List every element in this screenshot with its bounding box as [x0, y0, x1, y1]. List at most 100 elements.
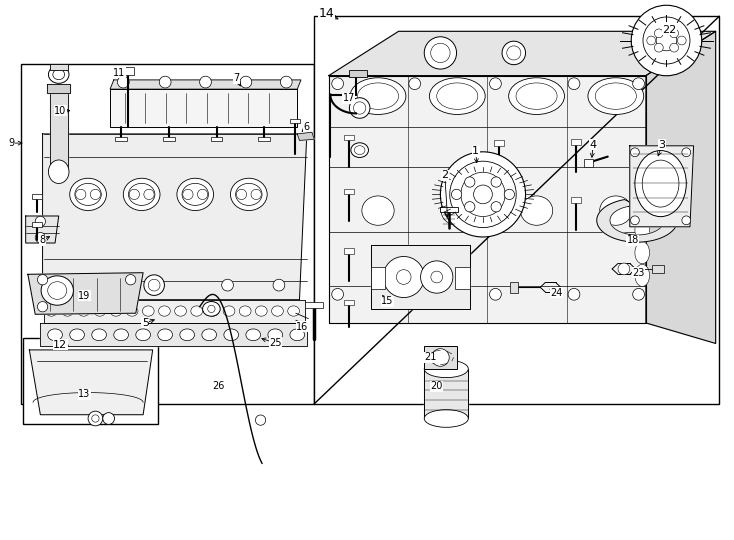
Ellipse shape [92, 329, 106, 341]
Ellipse shape [41, 276, 73, 305]
Ellipse shape [643, 17, 690, 64]
Ellipse shape [509, 78, 564, 114]
Polygon shape [40, 323, 307, 346]
Ellipse shape [110, 306, 122, 316]
Ellipse shape [502, 41, 526, 65]
Polygon shape [28, 273, 143, 314]
Ellipse shape [230, 178, 267, 211]
Ellipse shape [595, 83, 636, 109]
Ellipse shape [246, 329, 261, 341]
Ellipse shape [126, 306, 138, 316]
Text: 1: 1 [472, 146, 479, 156]
Ellipse shape [70, 178, 106, 211]
Text: 26: 26 [213, 381, 225, 391]
Ellipse shape [351, 143, 368, 158]
Text: 5: 5 [142, 318, 149, 328]
Polygon shape [47, 84, 70, 93]
Ellipse shape [490, 288, 501, 300]
Ellipse shape [48, 282, 67, 299]
Bar [349, 70, 367, 77]
Bar [344, 189, 354, 194]
Bar [290, 119, 300, 123]
Ellipse shape [126, 274, 136, 285]
Ellipse shape [268, 329, 283, 341]
Ellipse shape [159, 76, 171, 88]
Text: 25: 25 [269, 338, 282, 348]
Bar [344, 300, 354, 305]
Ellipse shape [255, 306, 267, 316]
Ellipse shape [635, 197, 650, 218]
Polygon shape [297, 132, 314, 140]
Ellipse shape [208, 305, 215, 313]
Text: 16: 16 [297, 322, 308, 332]
Text: 4: 4 [589, 140, 597, 150]
Polygon shape [597, 200, 675, 242]
Ellipse shape [516, 83, 557, 109]
Ellipse shape [600, 196, 632, 225]
Ellipse shape [159, 306, 170, 316]
Polygon shape [424, 369, 468, 419]
Ellipse shape [450, 161, 516, 227]
Bar [258, 137, 270, 141]
Ellipse shape [682, 148, 691, 157]
Ellipse shape [88, 411, 103, 426]
Ellipse shape [236, 184, 262, 205]
Polygon shape [29, 350, 153, 415]
Ellipse shape [90, 189, 101, 200]
Ellipse shape [332, 78, 344, 90]
Ellipse shape [200, 76, 211, 88]
Polygon shape [371, 245, 470, 309]
Ellipse shape [465, 177, 475, 187]
Ellipse shape [78, 306, 90, 316]
Ellipse shape [396, 269, 411, 285]
Ellipse shape [46, 306, 57, 316]
Ellipse shape [647, 36, 655, 45]
Ellipse shape [588, 78, 644, 114]
Ellipse shape [236, 189, 247, 200]
Bar [211, 137, 222, 141]
Ellipse shape [677, 36, 686, 45]
Ellipse shape [504, 189, 515, 200]
Ellipse shape [222, 279, 233, 291]
Ellipse shape [48, 329, 62, 341]
Ellipse shape [144, 275, 164, 295]
Ellipse shape [191, 306, 203, 316]
Ellipse shape [183, 189, 193, 200]
Ellipse shape [53, 69, 65, 80]
Polygon shape [110, 80, 301, 89]
Bar [440, 207, 458, 212]
Ellipse shape [642, 160, 679, 207]
Text: 17: 17 [343, 93, 355, 103]
Bar [652, 265, 664, 273]
Text: 20: 20 [431, 381, 443, 391]
Ellipse shape [273, 279, 285, 291]
Ellipse shape [421, 261, 453, 293]
Ellipse shape [656, 30, 677, 51]
Bar [571, 197, 581, 202]
Text: 11: 11 [113, 68, 125, 78]
Ellipse shape [175, 306, 186, 316]
Polygon shape [110, 89, 297, 127]
Text: 2: 2 [441, 171, 448, 180]
Text: 24: 24 [550, 288, 562, 298]
Ellipse shape [669, 43, 678, 52]
Ellipse shape [520, 196, 553, 225]
Bar [314, 16, 719, 404]
Ellipse shape [332, 288, 344, 300]
Ellipse shape [618, 263, 630, 275]
Text: 12: 12 [53, 340, 68, 349]
Bar [571, 139, 581, 145]
Ellipse shape [355, 146, 365, 154]
Text: 23: 23 [633, 268, 644, 278]
Ellipse shape [37, 274, 48, 285]
Text: 6: 6 [304, 122, 310, 132]
Ellipse shape [202, 329, 217, 341]
Ellipse shape [655, 43, 664, 52]
Polygon shape [329, 76, 646, 323]
Ellipse shape [432, 349, 449, 366]
Text: 13: 13 [79, 389, 90, 399]
Bar [32, 222, 42, 227]
Bar [305, 302, 323, 308]
Ellipse shape [409, 78, 421, 90]
Ellipse shape [635, 265, 650, 286]
